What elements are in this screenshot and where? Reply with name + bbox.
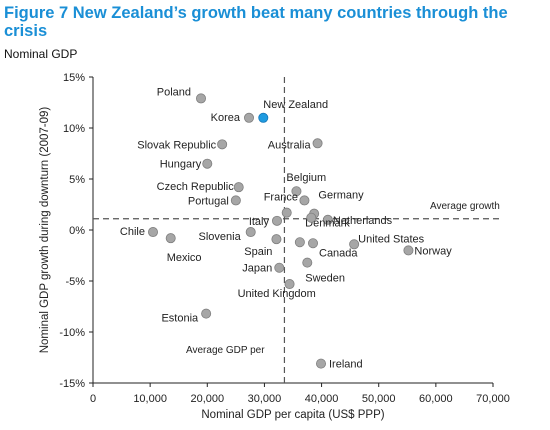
data-point <box>299 195 310 206</box>
data-point-label: United States <box>358 233 425 245</box>
chart-subtitle: Nominal GDP <box>4 47 78 61</box>
data-point <box>291 186 302 197</box>
x-axis-title: Nominal GDP per capita (US$ PPP) <box>201 409 384 421</box>
data-point <box>230 195 241 206</box>
data-point <box>302 257 313 268</box>
data-point <box>147 227 158 238</box>
data-point-label: Norway <box>414 245 452 257</box>
data-point <box>271 215 282 226</box>
data-point-label: Japan <box>242 263 272 275</box>
x-tick-label: 70,000 <box>476 393 510 405</box>
data-point-label: Spain <box>244 246 272 258</box>
x-tick-label: 60,000 <box>419 393 453 405</box>
x-tick-label: 0 <box>90 393 96 405</box>
chart-title: Figure 7 New Zealand’s growth beat many … <box>4 4 508 40</box>
average-gdp-label: Average GDP per <box>186 345 265 356</box>
data-point-label: Chile <box>120 226 145 238</box>
data-point-label: Canada <box>319 247 358 259</box>
data-point-label: Poland <box>157 86 191 98</box>
data-point-label: France <box>264 192 298 204</box>
data-point <box>201 308 212 319</box>
data-point <box>165 233 176 244</box>
data-point <box>403 245 414 256</box>
data-point-label: Sweden <box>305 273 345 285</box>
data-point-highlighted <box>258 112 269 123</box>
data-point <box>217 139 228 150</box>
data-point-label: Netherlands <box>333 215 393 227</box>
x-tick-label: 10,000 <box>133 393 167 405</box>
data-point-label: Germany <box>318 189 364 201</box>
data-point-label: Korea <box>211 112 241 124</box>
data-point <box>281 207 292 218</box>
y-tick-label: -10% <box>59 327 85 339</box>
data-point <box>322 214 333 225</box>
y-tick-label: 10% <box>63 123 85 135</box>
data-point-label: Mexico <box>167 252 202 264</box>
data-point-label: Slovak Republic <box>137 139 216 151</box>
y-tick-label: -5% <box>65 276 85 288</box>
data-point <box>294 237 305 248</box>
data-point-label: Hungary <box>160 159 202 171</box>
y-axis-title: Nominal GDP growth during downturn (2007… <box>39 107 51 354</box>
data-point-label: Australia <box>268 139 312 151</box>
average-growth-label: Average growth <box>430 201 500 212</box>
data-point <box>312 138 323 149</box>
y-tick-label: 0% <box>69 225 85 237</box>
y-tick-label: -15% <box>59 378 85 390</box>
x-tick-label: 30,000 <box>248 393 282 405</box>
x-tick-label: 50,000 <box>362 393 396 405</box>
data-point <box>307 238 318 249</box>
data-point-label: United Kingdom <box>238 288 316 300</box>
data-point-label: Ireland <box>329 359 363 371</box>
data-point <box>271 234 282 245</box>
data-point-label: Denmark <box>305 218 350 230</box>
data-point <box>274 262 285 273</box>
data-point-label: Portugal <box>188 195 229 207</box>
data-point <box>245 227 256 238</box>
data-point-label: Slovenia <box>199 231 242 243</box>
y-tick-label: 5% <box>69 174 85 186</box>
data-point-label: Czech Republic <box>157 181 235 193</box>
data-point-label: Estonia <box>161 313 199 325</box>
x-tick-label: 20,000 <box>190 393 224 405</box>
x-tick-label: 40,000 <box>305 393 339 405</box>
data-point <box>243 112 254 123</box>
data-point <box>349 239 360 250</box>
data-point <box>195 93 206 104</box>
data-point <box>315 358 326 369</box>
data-point <box>284 279 295 290</box>
data-point <box>306 212 317 223</box>
y-tick-label: 15% <box>63 72 85 84</box>
data-point-label: Italy <box>249 216 270 228</box>
data-point-label: Belgium <box>286 172 326 184</box>
data-point-label: New Zealand <box>263 99 328 111</box>
data-point <box>233 182 244 193</box>
data-point <box>202 158 213 169</box>
